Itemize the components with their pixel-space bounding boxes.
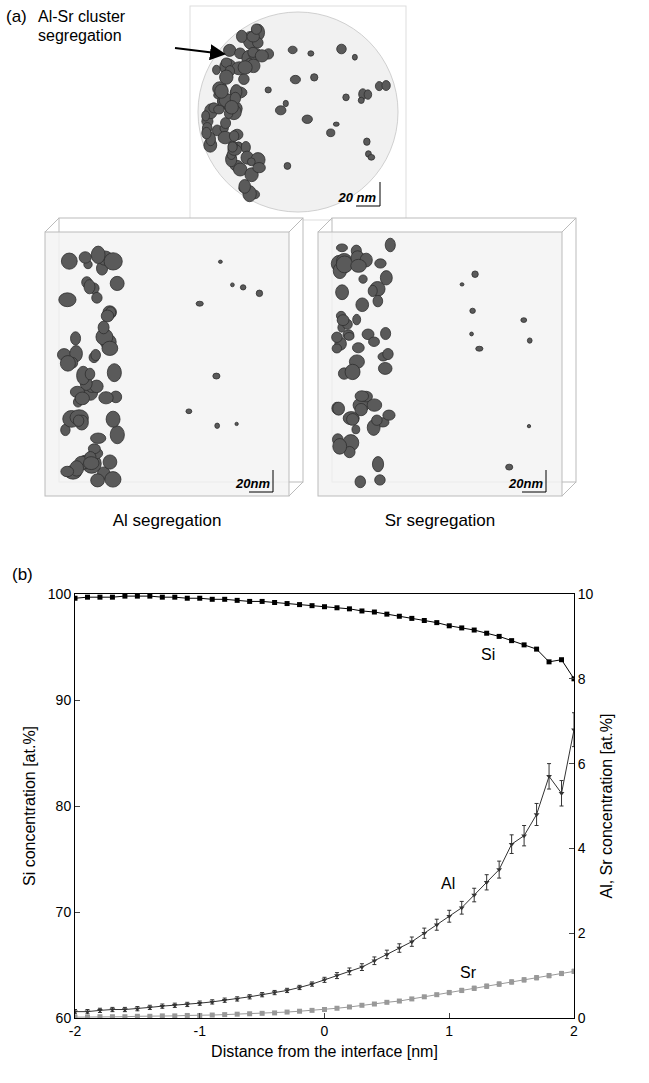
svg-text:Distance from the interface [n: Distance from the interface [nm] (211, 1043, 438, 1060)
svg-text:Si: Si (481, 646, 495, 663)
svg-text:90: 90 (56, 692, 72, 708)
svg-text:Al segregation: Al segregation (113, 511, 222, 530)
svg-text:20nm: 20nm (235, 476, 270, 491)
svg-text:20nm: 20nm (508, 476, 543, 491)
svg-text:(b): (b) (12, 565, 33, 584)
svg-text:Al-Sr clustersegregation: Al-Sr clustersegregation (38, 8, 126, 44)
svg-text:2: 2 (578, 925, 586, 941)
svg-text:70: 70 (56, 904, 72, 920)
svg-text:100: 100 (48, 586, 72, 602)
svg-text:0: 0 (321, 1023, 329, 1039)
svg-text:10: 10 (578, 586, 594, 602)
svg-text:4: 4 (578, 840, 586, 856)
svg-text:Sr segregation: Sr segregation (385, 511, 496, 530)
svg-text:-1: -1 (194, 1023, 207, 1039)
svg-text:0: 0 (578, 1010, 586, 1026)
svg-text:Al, Sr concentration [at.%]: Al, Sr concentration [at.%] (598, 714, 615, 899)
svg-text:Al: Al (441, 875, 455, 892)
svg-text:8: 8 (578, 671, 586, 687)
svg-text:60: 60 (56, 1010, 72, 1026)
svg-text:2: 2 (570, 1023, 578, 1039)
svg-text:Si concentration [at.%]: Si concentration [at.%] (21, 726, 38, 886)
svg-text:Sr: Sr (460, 964, 477, 981)
svg-text:1: 1 (445, 1023, 453, 1039)
svg-text:(a): (a) (6, 7, 27, 26)
svg-text:-2: -2 (69, 1023, 82, 1039)
svg-text:6: 6 (578, 756, 586, 772)
svg-text:80: 80 (56, 798, 72, 814)
svg-text:20 nm: 20 nm (337, 190, 376, 205)
